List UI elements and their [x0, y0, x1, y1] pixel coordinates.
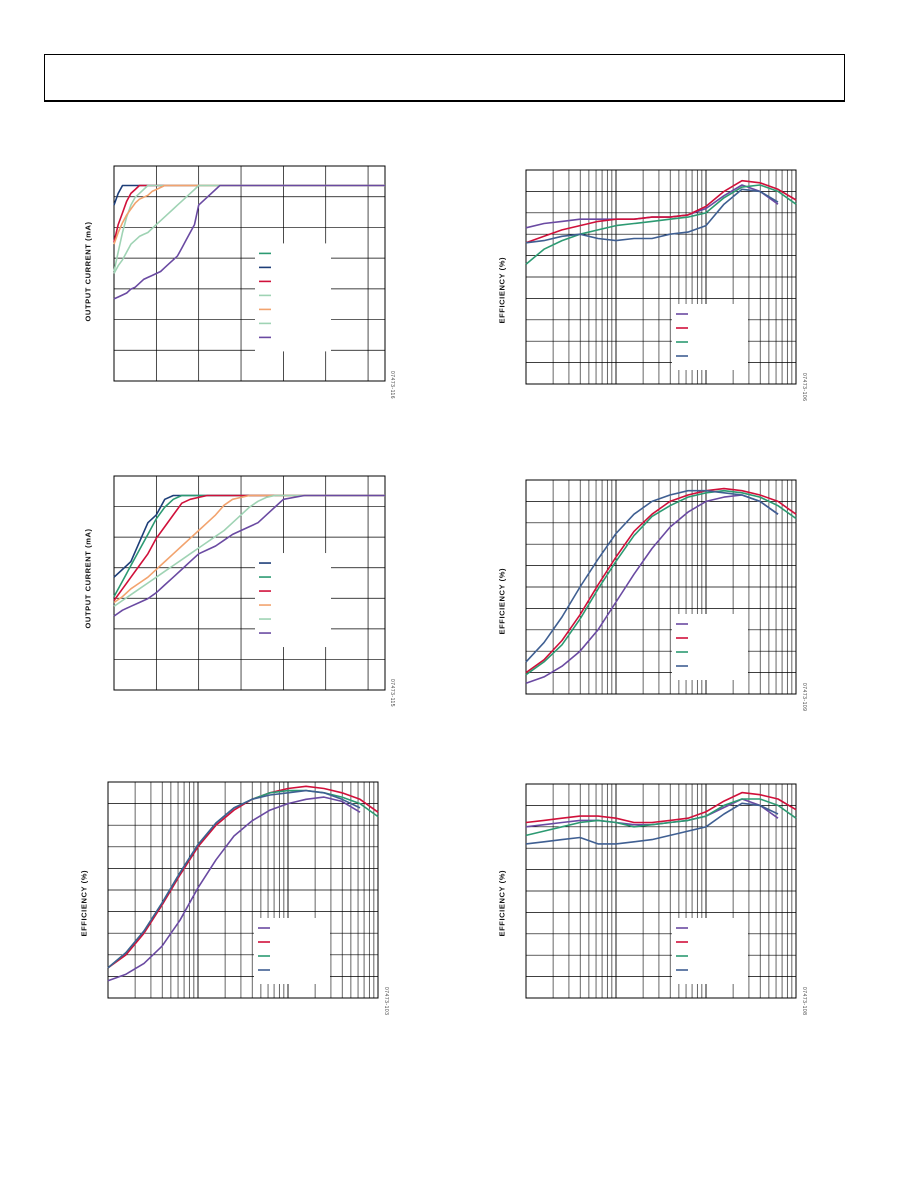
page-header-box [44, 54, 845, 102]
series-line-2 [525, 179, 797, 244]
legend-box [672, 918, 748, 984]
legend-box [672, 304, 748, 370]
series-line-1 [525, 494, 779, 685]
series-line-7 [113, 184, 385, 300]
series-line-3 [525, 798, 797, 837]
series-line-6 [113, 494, 385, 617]
series-line-3 [525, 184, 797, 265]
plot-frame [113, 165, 386, 382]
series-line-4 [525, 489, 779, 663]
series-line-4 [525, 188, 779, 244]
legend-box [255, 243, 331, 352]
series-line-2 [525, 791, 797, 824]
legend-box [255, 553, 331, 648]
series-line-4 [107, 789, 361, 969]
legend-box [254, 918, 330, 984]
series-line-3 [525, 489, 797, 676]
legend-box [672, 614, 748, 680]
series-line-2 [107, 785, 379, 969]
series-line-4 [525, 802, 779, 845]
grid [526, 480, 796, 694]
series-line-2 [525, 487, 797, 674]
plot-frame [113, 475, 386, 691]
figure-id: 07473-108 [801, 987, 807, 1016]
series-line-1 [107, 796, 361, 982]
